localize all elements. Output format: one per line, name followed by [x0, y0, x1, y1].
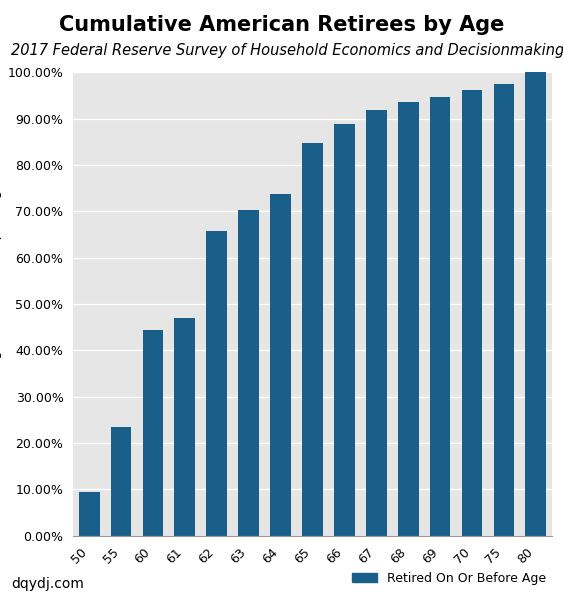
Bar — [238, 210, 259, 536]
Bar — [398, 102, 418, 536]
Bar — [270, 194, 291, 536]
Bar — [525, 72, 546, 536]
Text: Cumulative American Retirees by Age: Cumulative American Retirees by Age — [59, 15, 504, 35]
Y-axis label: Percentage of Retirees Reporting: Percentage of Retirees Reporting — [0, 188, 2, 420]
Bar — [494, 84, 514, 536]
Bar — [111, 427, 131, 536]
Text: dqydj.com: dqydj.com — [11, 577, 84, 591]
Bar — [462, 90, 482, 536]
Bar — [142, 329, 163, 536]
Bar — [175, 318, 195, 536]
Bar — [207, 231, 227, 536]
Bar — [302, 143, 323, 536]
Bar — [430, 98, 450, 536]
Bar — [366, 110, 387, 536]
Bar — [79, 492, 100, 536]
Legend: Retired On Or Before Age: Retired On Or Before Age — [347, 566, 551, 590]
Bar — [334, 123, 355, 536]
Text: 2017 Federal Reserve Survey of Household Economics and Decisionmaking: 2017 Federal Reserve Survey of Household… — [11, 43, 563, 58]
